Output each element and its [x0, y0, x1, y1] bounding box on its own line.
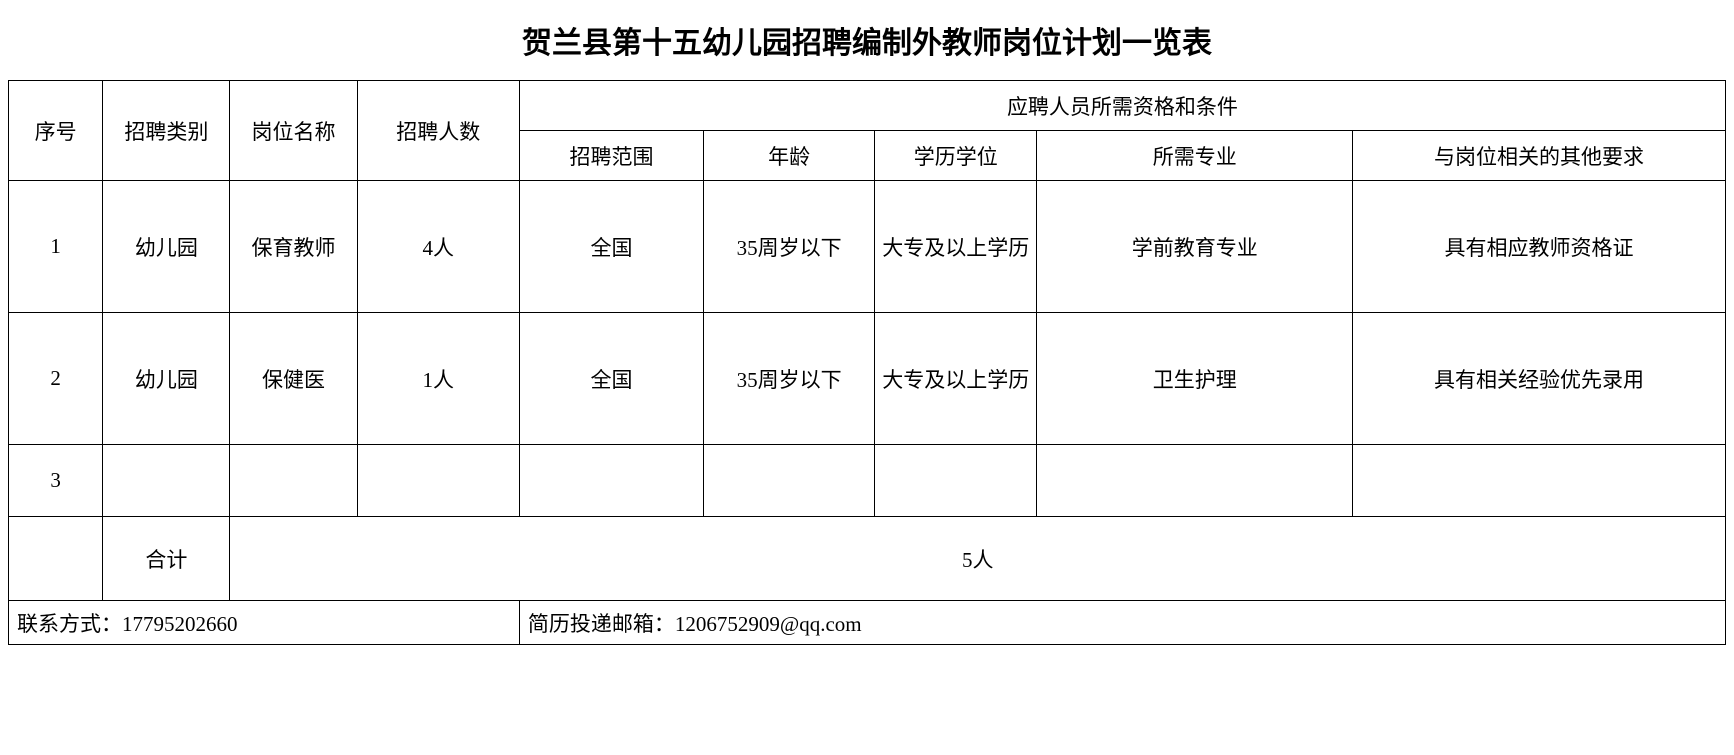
cell-education: 大专及以上学历	[875, 181, 1037, 313]
header-qualifications-group: 应聘人员所需资格和条件	[519, 81, 1725, 131]
cell-seq: 1	[9, 181, 103, 313]
cell-age	[704, 445, 875, 517]
table-title: 贺兰县第十五幼儿园招聘编制外教师岗位计划一览表	[9, 8, 1726, 81]
cell-count	[357, 445, 519, 517]
header-category: 招聘类别	[103, 81, 230, 181]
cell-major: 学前教育专业	[1037, 181, 1353, 313]
cell-education: 大专及以上学历	[875, 313, 1037, 445]
contact-email-value: 1206752909@qq.com	[675, 612, 862, 636]
header-scope: 招聘范围	[519, 131, 703, 181]
header-major: 所需专业	[1037, 131, 1353, 181]
cell-count: 4人	[357, 181, 519, 313]
cell-seq: 3	[9, 445, 103, 517]
contact-email-label: 简历投递邮箱：	[528, 612, 675, 636]
header-education: 学历学位	[875, 131, 1037, 181]
cell-scope: 全国	[519, 181, 703, 313]
contact-phone-value: 17795202660	[122, 612, 238, 636]
cell-category: 幼儿园	[103, 181, 230, 313]
recruitment-table: 贺兰县第十五幼儿园招聘编制外教师岗位计划一览表 序号 招聘类别 岗位名称 招聘人…	[8, 8, 1726, 645]
cell-other	[1353, 445, 1726, 517]
cell-position: 保育教师	[230, 181, 357, 313]
contact-phone: 联系方式：17795202660	[9, 601, 520, 645]
document-container: 贺兰县第十五幼儿园招聘编制外教师岗位计划一览表 序号 招聘类别 岗位名称 招聘人…	[8, 8, 1726, 645]
total-label: 合计	[103, 517, 230, 601]
cell-position: 保健医	[230, 313, 357, 445]
cell-education	[875, 445, 1037, 517]
cell-category: 幼儿园	[103, 313, 230, 445]
cell-seq: 2	[9, 313, 103, 445]
table-row: 3	[9, 445, 1726, 517]
cell-other: 具有相应教师资格证	[1353, 181, 1726, 313]
cell-scope	[519, 445, 703, 517]
title-row: 贺兰县第十五幼儿园招聘编制外教师岗位计划一览表	[9, 8, 1726, 81]
cell-position	[230, 445, 357, 517]
contact-phone-label: 联系方式：	[17, 612, 122, 636]
cell-age: 35周岁以下	[704, 313, 875, 445]
cell-major	[1037, 445, 1353, 517]
cell-major: 卫生护理	[1037, 313, 1353, 445]
contact-row: 联系方式：17795202660 简历投递邮箱：1206752909@qq.co…	[9, 601, 1726, 645]
header-seq: 序号	[9, 81, 103, 181]
cell-other: 具有相关经验优先录用	[1353, 313, 1726, 445]
table-row: 2 幼儿园 保健医 1人 全国 35周岁以下 大专及以上学历 卫生护理 具有相关…	[9, 313, 1726, 445]
header-age: 年龄	[704, 131, 875, 181]
header-other: 与岗位相关的其他要求	[1353, 131, 1726, 181]
total-empty-cell	[9, 517, 103, 601]
table-row: 1 幼儿园 保育教师 4人 全国 35周岁以下 大专及以上学历 学前教育专业 具…	[9, 181, 1726, 313]
cell-scope: 全国	[519, 313, 703, 445]
cell-age: 35周岁以下	[704, 181, 875, 313]
header-row-1: 序号 招聘类别 岗位名称 招聘人数 应聘人员所需资格和条件	[9, 81, 1726, 131]
header-count: 招聘人数	[357, 81, 519, 181]
cell-count: 1人	[357, 313, 519, 445]
cell-category	[103, 445, 230, 517]
header-position: 岗位名称	[230, 81, 357, 181]
total-value: 5人	[230, 517, 1726, 601]
total-row: 合计 5人	[9, 517, 1726, 601]
contact-email: 简历投递邮箱：1206752909@qq.com	[519, 601, 1725, 645]
